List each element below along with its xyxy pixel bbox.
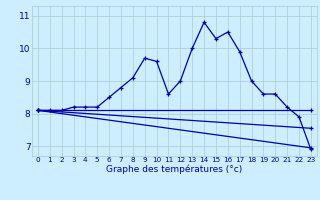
X-axis label: Graphe des températures (°c): Graphe des températures (°c) (106, 165, 243, 174)
